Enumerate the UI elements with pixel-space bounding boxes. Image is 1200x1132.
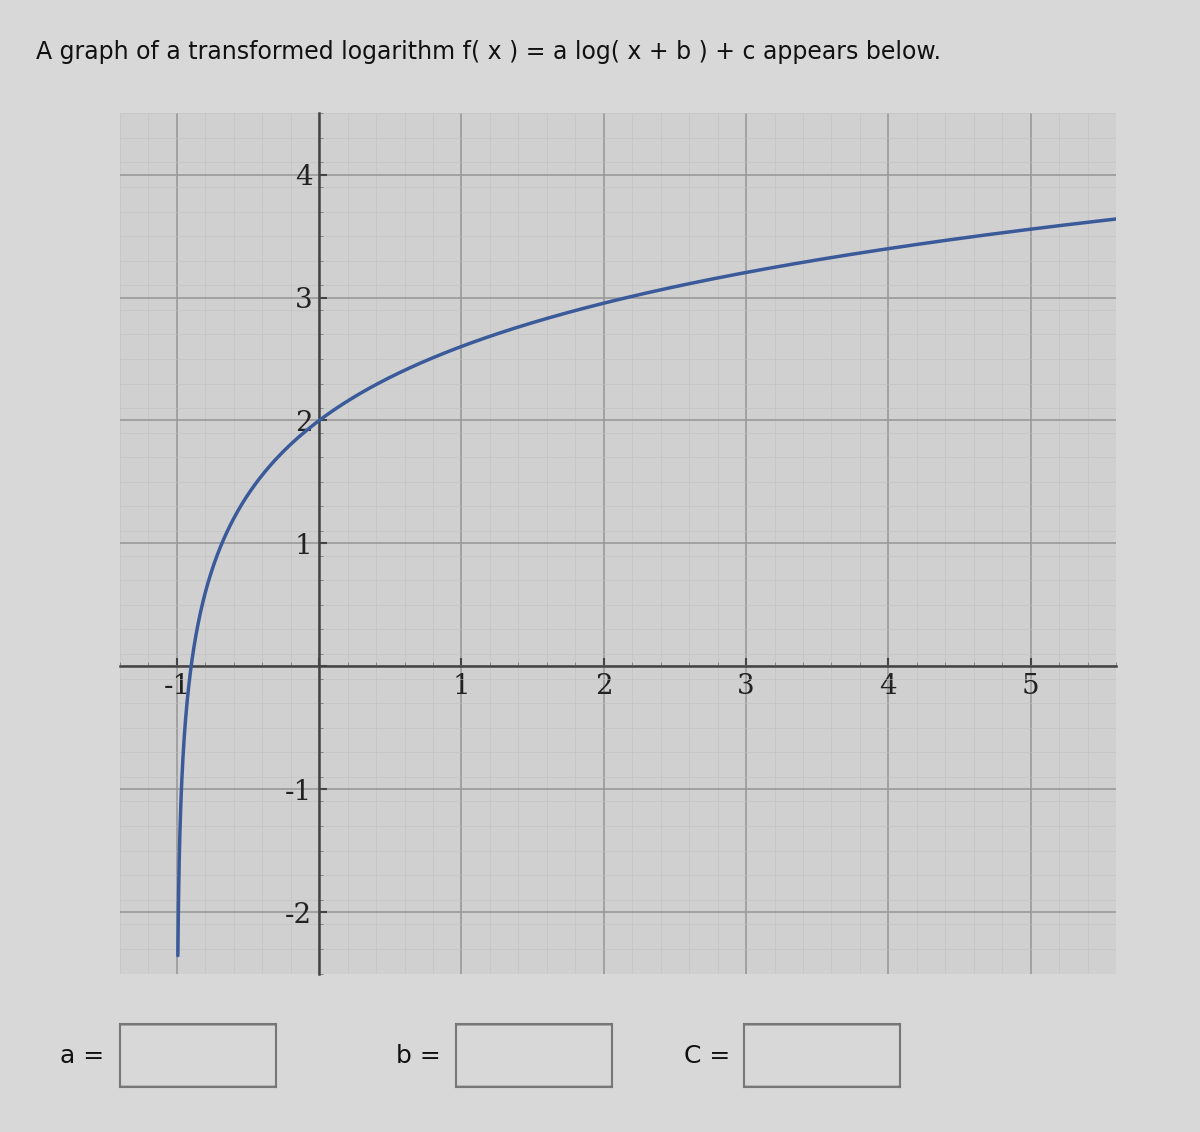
Text: C =: C = [684,1044,731,1067]
FancyBboxPatch shape [451,1024,617,1087]
Text: a =: a = [60,1044,104,1067]
FancyBboxPatch shape [739,1024,905,1087]
FancyBboxPatch shape [115,1024,281,1087]
Text: b =: b = [396,1044,440,1067]
Text: A graph of a transformed logarithm f( x ) = a log( x + b ) + c appears below.: A graph of a transformed logarithm f( x … [36,40,941,63]
